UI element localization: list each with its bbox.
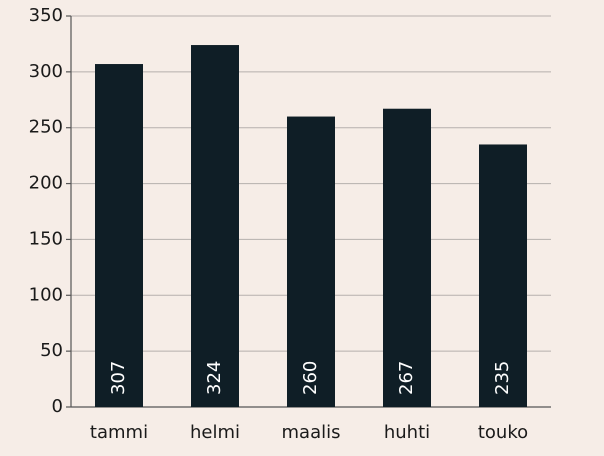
value-label: 260	[300, 361, 321, 395]
bar	[383, 108, 431, 408]
value-label: 235	[492, 361, 513, 395]
y-tick-label: 150	[29, 228, 63, 249]
bar	[191, 45, 239, 407]
y-tick-label: 250	[29, 117, 63, 138]
y-tick-label: 50	[40, 340, 63, 361]
value-label: 307	[108, 361, 129, 395]
value-label: 267	[396, 361, 417, 395]
y-tick-label: 350	[29, 5, 63, 26]
bar	[95, 64, 143, 407]
x-tick-label: tammi	[90, 422, 148, 443]
x-tick-label: helmi	[190, 422, 240, 443]
y-tick-label: 200	[29, 173, 63, 194]
x-tick-label: maalis	[282, 422, 341, 443]
bar	[287, 116, 335, 408]
bar	[479, 144, 527, 407]
y-tick-label: 0	[52, 396, 63, 417]
x-tick-label: huhti	[384, 422, 430, 443]
x-tick-label: touko	[478, 422, 528, 443]
y-tick-label: 100	[29, 284, 63, 305]
y-tick-label: 300	[29, 61, 63, 82]
value-label: 324	[204, 361, 225, 395]
